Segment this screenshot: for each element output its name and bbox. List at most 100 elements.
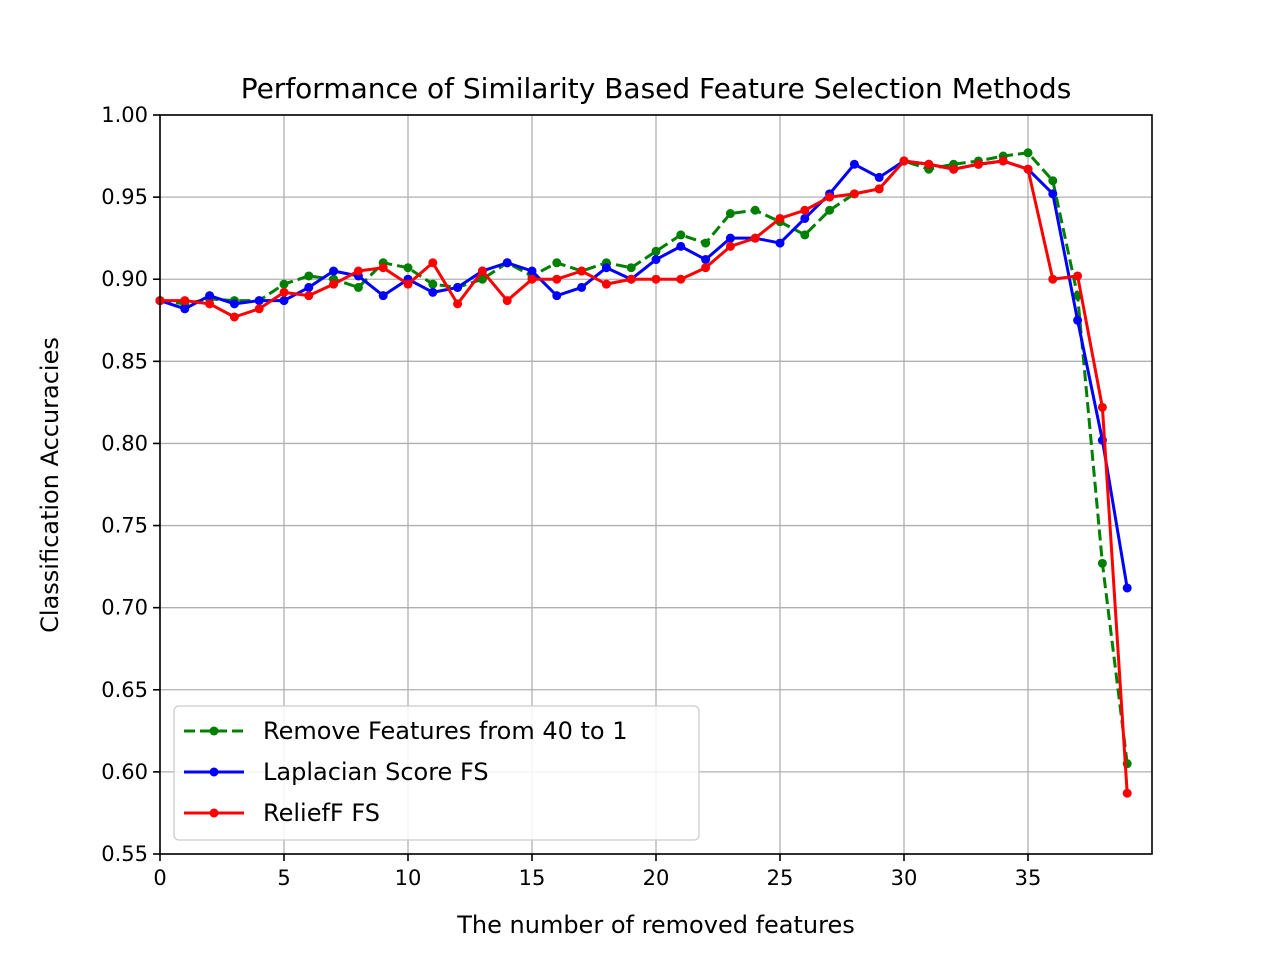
data-point xyxy=(1023,148,1033,158)
data-point xyxy=(651,274,661,284)
data-point xyxy=(527,266,537,276)
data-point xyxy=(180,296,190,306)
data-point xyxy=(502,258,512,268)
data-point xyxy=(502,296,512,306)
data-point xyxy=(279,296,289,306)
data-point xyxy=(428,258,438,268)
data-point xyxy=(849,189,859,199)
legend-marker xyxy=(209,808,219,818)
legend-label: Laplacian Score FS xyxy=(263,758,489,786)
data-point xyxy=(477,266,487,276)
y-tick-label: 0.75 xyxy=(101,514,148,538)
data-point xyxy=(453,299,463,309)
legend-box xyxy=(173,705,700,841)
data-point xyxy=(825,205,835,215)
legend-label: ReliefF FS xyxy=(263,799,380,827)
data-point xyxy=(1073,315,1083,325)
series-line xyxy=(160,159,1129,794)
axis-ticks: 0 5 10 15 20 25 30 35 0.55 0.60 0.65 0.70 0.75 0.80 0.… xyxy=(101,103,1041,890)
data-point xyxy=(725,233,735,243)
data-point xyxy=(775,238,785,248)
data-point xyxy=(701,255,711,265)
data-point xyxy=(229,312,239,322)
data-point xyxy=(304,282,314,292)
data-point xyxy=(353,282,363,292)
data-point xyxy=(180,304,190,314)
data-point xyxy=(601,263,611,273)
data-point xyxy=(205,291,215,301)
data-point xyxy=(477,274,487,284)
data-point xyxy=(775,213,785,223)
data-point xyxy=(973,159,983,169)
y-tick-label: 0.65 xyxy=(101,678,148,702)
x-axis-label: The number of removed features xyxy=(456,911,854,939)
data-point xyxy=(279,279,289,289)
data-point xyxy=(800,230,810,240)
data-point xyxy=(304,271,314,281)
y-axis-label: Classification Accuracies xyxy=(36,337,64,633)
x-tick-label: 30 xyxy=(891,866,918,890)
data-point xyxy=(725,209,735,219)
data-point xyxy=(998,156,1008,166)
y-tick-label: 0.55 xyxy=(101,842,148,866)
x-tick-label: 15 xyxy=(519,866,546,890)
data-point xyxy=(1048,274,1058,284)
y-tick-label: 0.95 xyxy=(101,185,148,209)
data-point xyxy=(1048,176,1058,186)
data-point xyxy=(849,159,859,169)
data-point xyxy=(378,263,388,273)
data-point xyxy=(800,213,810,223)
data-point xyxy=(552,291,562,301)
data-point xyxy=(601,279,611,289)
data-point xyxy=(279,287,289,297)
data-point xyxy=(825,192,835,202)
data-point xyxy=(725,241,735,251)
data-point xyxy=(750,233,760,243)
data-point xyxy=(701,238,711,248)
data-point xyxy=(552,258,562,268)
chart-title: Performance of Similarity Based Feature … xyxy=(241,72,1072,105)
legend-marker xyxy=(209,726,219,736)
data-point xyxy=(1097,402,1107,412)
x-tick-label: 35 xyxy=(1015,866,1042,890)
data-point xyxy=(1048,189,1058,199)
data-point xyxy=(304,291,314,301)
data-point xyxy=(254,304,264,314)
data-point xyxy=(403,263,413,273)
data-point xyxy=(874,172,884,182)
legend-item: ReliefF FS xyxy=(184,799,380,827)
x-tick-label: 25 xyxy=(767,866,794,890)
data-point xyxy=(899,156,909,166)
data-point xyxy=(676,230,686,240)
data-point xyxy=(676,274,686,284)
data-point xyxy=(329,266,339,276)
x-tick-label: 20 xyxy=(643,866,670,890)
data-point xyxy=(924,159,934,169)
data-point xyxy=(329,279,339,289)
data-point xyxy=(577,282,587,292)
data-point xyxy=(428,279,438,289)
data-point xyxy=(874,184,884,194)
data-point xyxy=(651,255,661,265)
data-point xyxy=(254,296,264,306)
legend-marker xyxy=(209,767,219,777)
data-point xyxy=(403,279,413,289)
data-point xyxy=(1097,558,1107,568)
data-point xyxy=(676,241,686,251)
data-point xyxy=(353,266,363,276)
series-2 xyxy=(155,156,1132,798)
data-point xyxy=(1023,164,1033,174)
data-point xyxy=(750,205,760,215)
data-point xyxy=(701,263,711,273)
y-tick-label: 0.60 xyxy=(101,760,148,784)
x-tick-label: 10 xyxy=(395,866,422,890)
x-tick-label: 5 xyxy=(277,866,290,890)
data-point xyxy=(205,299,215,309)
data-point xyxy=(428,287,438,297)
data-point xyxy=(1073,271,1083,281)
data-point xyxy=(626,274,636,284)
legend-label: Remove Features from 40 to 1 xyxy=(263,717,628,745)
y-tick-label: 0.70 xyxy=(101,596,148,620)
data-point xyxy=(453,282,463,292)
x-tick-label: 0 xyxy=(153,866,166,890)
